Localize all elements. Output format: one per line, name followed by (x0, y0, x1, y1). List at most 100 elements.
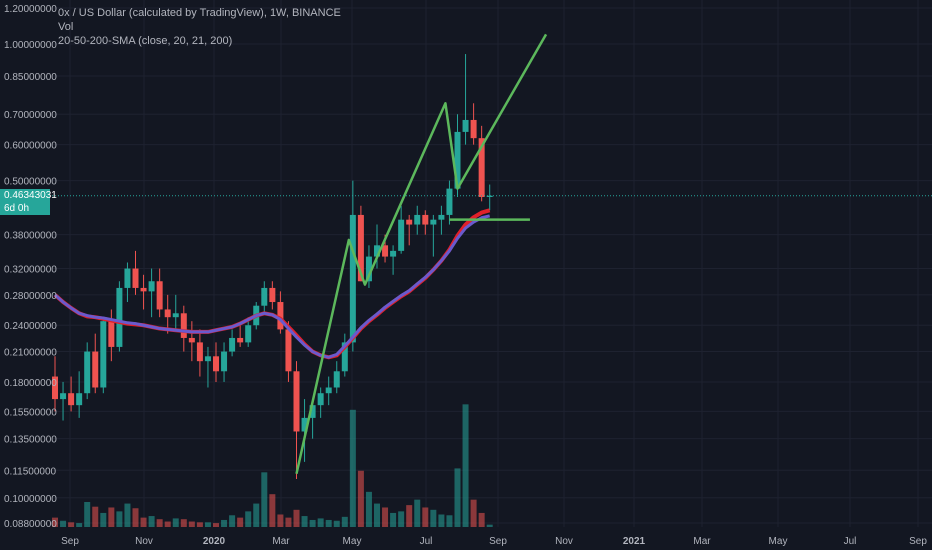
price-tick-label: 0.13500000 (4, 435, 57, 446)
price-tick-label: 0.85000000 (4, 72, 57, 83)
volume-bar (180, 519, 187, 527)
candle-body (92, 351, 99, 388)
volume-bar (486, 524, 493, 527)
candle-body (100, 321, 107, 388)
volume-bar (261, 472, 268, 527)
time-tick-label: Jul (420, 536, 433, 547)
volume-bar (309, 519, 316, 527)
time-tick-label: Sep (909, 536, 927, 547)
volume-bar (446, 515, 453, 527)
volume-bar (390, 512, 397, 527)
countdown-tag: 6d 0h (0, 201, 50, 215)
price-tick-label: 0.10000000 (4, 494, 57, 505)
sma-21-line (54, 214, 491, 359)
volume-bar (156, 519, 163, 527)
candle-body (414, 214, 421, 225)
candle-body (470, 119, 477, 139)
candle-body (124, 268, 131, 288)
volume-bar (414, 499, 421, 527)
candle-body (454, 131, 461, 189)
candle-body (333, 371, 340, 388)
candle-body (261, 287, 268, 306)
volume-bar (172, 518, 179, 527)
candle-body (229, 337, 236, 352)
volume-bar (188, 521, 195, 527)
volume-bar (398, 511, 405, 527)
volume-bar (462, 404, 469, 527)
current-price-tag: 0.46343031 (0, 188, 57, 202)
volume-bar (245, 511, 252, 527)
sma-label: 20-50-200-SMA (close, 20, 21, 200) (58, 35, 233, 47)
volume-bar (301, 516, 308, 527)
volume-bar (285, 517, 292, 527)
candle-body (108, 321, 115, 347)
candle-body (52, 376, 58, 400)
candle-body (317, 393, 324, 406)
volume-bar (430, 509, 437, 527)
time-tick-label: 2020 (203, 536, 226, 547)
price-tick-label: 0.28000000 (4, 291, 57, 302)
price-tick-label: 0.70000000 (4, 110, 57, 121)
volume-bar (116, 511, 123, 527)
candle-body (60, 393, 67, 400)
time-tick-label: Sep (61, 536, 79, 547)
candle-body (285, 329, 292, 372)
candle-body (438, 214, 445, 220)
candle-body (156, 281, 163, 310)
candle-body (462, 119, 469, 132)
volume-bar (221, 519, 228, 527)
time-tick-label: May (343, 536, 362, 547)
candle-body (349, 214, 356, 343)
candle-body (430, 219, 437, 225)
candle-body (422, 214, 429, 225)
time-tick-label: 2021 (623, 536, 646, 547)
volume-bar (382, 507, 389, 527)
volume-bar (52, 517, 58, 527)
volume-bar (204, 522, 211, 527)
price-tick-label: 1.00000000 (4, 40, 57, 51)
price-tick-label: 0.38000000 (4, 231, 57, 242)
volume-bar (438, 514, 445, 527)
price-tick-label: 0.08800000 (4, 519, 57, 530)
volume-bar (148, 516, 155, 527)
volume-bar (269, 494, 276, 527)
candle-body (213, 356, 219, 372)
time-tick-label: Sep (489, 536, 507, 547)
price-tick-label: 1.20000000 (4, 4, 57, 15)
volume-bar (365, 491, 372, 527)
time-tick-label: May (769, 536, 788, 547)
volume-bar (68, 522, 75, 527)
candle-body (180, 313, 187, 338)
candle-body (309, 405, 316, 418)
candle-body (446, 188, 453, 215)
volume-bar (341, 516, 348, 527)
price-tick-label: 0.21000000 (4, 348, 57, 359)
volume-bar (60, 520, 67, 527)
legend: 0x / US Dollar (calculated by TradingVie… (58, 6, 341, 48)
candle-body (204, 356, 211, 362)
candle-body (188, 337, 195, 343)
price-tick-label: 0.60000000 (4, 141, 57, 152)
price-tick-label: 0.50000000 (4, 177, 57, 188)
candle-body (486, 195, 493, 198)
trend-drawing (295, 33, 548, 474)
volume-bar (100, 512, 107, 527)
volume-bar (92, 506, 99, 527)
candle-body (293, 371, 300, 432)
candle-body (390, 250, 397, 257)
candle-body (164, 309, 171, 318)
volume-bar (454, 468, 461, 527)
price-tick-label: 0.18000000 (4, 378, 57, 389)
candle-body (357, 214, 364, 282)
volume-bar (237, 517, 244, 527)
volume-bar (164, 521, 171, 527)
volume-bar (124, 503, 131, 527)
volume-bar (229, 515, 236, 527)
time-tick-label: Nov (555, 536, 573, 547)
candle-body (76, 393, 83, 406)
candle-body (68, 393, 75, 406)
volume-bar (140, 517, 147, 527)
candle-body (365, 256, 372, 282)
